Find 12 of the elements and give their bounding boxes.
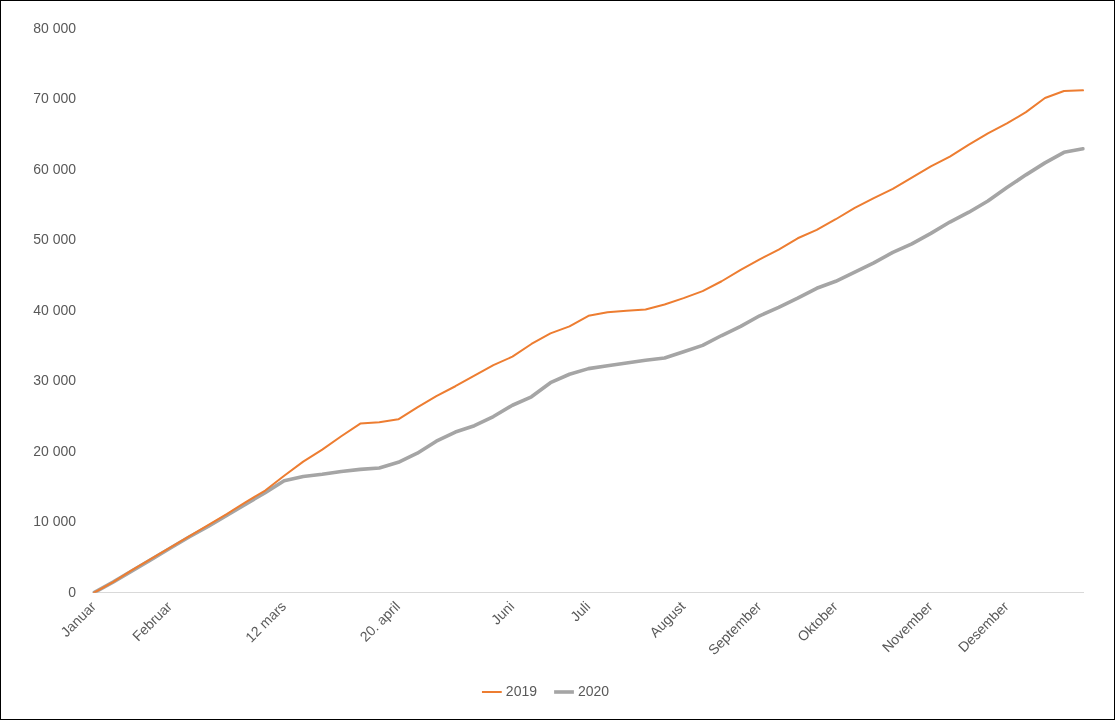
y-tick-label: 70 000 — [33, 90, 77, 107]
y-tick-label: 0 — [68, 583, 77, 600]
y-tick-label: 10 000 — [33, 513, 77, 530]
y-tick-label: 40 000 — [33, 301, 77, 318]
legend-label: 2019 — [505, 682, 538, 699]
y-tick-label: 30 000 — [33, 372, 77, 389]
y-tick-label: 60 000 — [33, 160, 77, 177]
y-tick-label: 50 000 — [33, 231, 77, 248]
x-tick-label: Juli — [567, 598, 594, 625]
legend-label: 2020 — [578, 682, 610, 699]
y-tick-label: 80 000 — [33, 19, 77, 36]
y-tick-label: 20 000 — [33, 442, 77, 459]
